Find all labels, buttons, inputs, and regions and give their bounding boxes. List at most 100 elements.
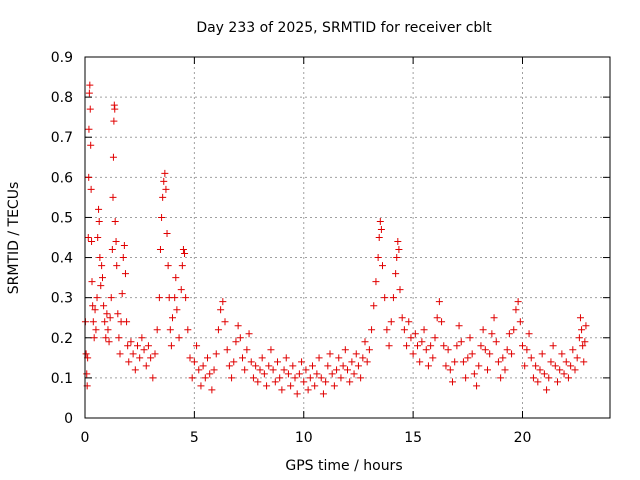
data-point bbox=[328, 370, 336, 378]
data-points bbox=[81, 81, 590, 398]
data-point bbox=[102, 334, 110, 342]
data-point bbox=[459, 358, 467, 366]
data-point bbox=[245, 330, 253, 338]
data-point bbox=[265, 362, 273, 370]
data-point bbox=[276, 374, 284, 382]
data-point bbox=[85, 125, 93, 133]
data-point bbox=[88, 238, 96, 246]
data-point bbox=[125, 358, 133, 366]
data-point bbox=[435, 298, 443, 306]
data-point bbox=[254, 378, 262, 386]
data-point bbox=[453, 342, 461, 350]
data-point bbox=[581, 338, 589, 346]
data-point bbox=[422, 346, 430, 354]
data-point bbox=[90, 334, 98, 342]
data-point bbox=[569, 346, 577, 354]
data-point bbox=[85, 89, 93, 97]
data-point bbox=[83, 370, 91, 378]
data-point bbox=[403, 342, 411, 350]
data-point bbox=[221, 318, 229, 326]
data-point bbox=[473, 382, 481, 390]
data-point bbox=[92, 326, 100, 334]
data-point bbox=[497, 374, 505, 382]
data-point bbox=[219, 298, 227, 306]
data-point bbox=[512, 306, 520, 314]
data-point bbox=[479, 326, 487, 334]
data-point bbox=[188, 374, 196, 382]
data-point bbox=[427, 342, 435, 350]
data-point bbox=[335, 354, 343, 362]
data-point bbox=[416, 358, 424, 366]
data-point bbox=[147, 354, 155, 362]
data-point bbox=[201, 374, 209, 382]
data-point bbox=[488, 330, 496, 338]
data-point bbox=[400, 326, 408, 334]
data-point bbox=[538, 350, 546, 358]
data-point bbox=[433, 314, 441, 322]
data-point bbox=[99, 274, 106, 282]
data-point bbox=[86, 105, 94, 113]
data-point bbox=[86, 81, 94, 89]
data-point bbox=[116, 350, 124, 358]
data-point bbox=[123, 318, 131, 326]
data-point bbox=[580, 358, 588, 366]
data-point bbox=[107, 294, 115, 302]
data-point bbox=[324, 362, 332, 370]
data-point bbox=[228, 374, 236, 382]
data-point bbox=[470, 370, 478, 378]
data-point bbox=[462, 374, 470, 382]
data-point bbox=[112, 238, 120, 246]
data-point bbox=[311, 382, 319, 390]
data-point bbox=[199, 362, 207, 370]
data-point bbox=[111, 217, 119, 225]
data-point bbox=[115, 334, 123, 342]
data-point bbox=[374, 254, 382, 262]
data-point bbox=[109, 193, 117, 201]
data-point bbox=[124, 342, 132, 350]
data-point bbox=[525, 330, 533, 338]
data-point bbox=[282, 354, 290, 362]
data-point bbox=[249, 374, 257, 382]
data-point bbox=[481, 346, 489, 354]
data-point bbox=[424, 362, 432, 370]
data-point bbox=[558, 350, 566, 358]
data-point bbox=[153, 326, 161, 334]
data-point bbox=[206, 370, 214, 378]
data-point bbox=[106, 314, 114, 322]
data-point bbox=[241, 366, 249, 374]
data-point bbox=[274, 358, 281, 366]
data-point bbox=[89, 318, 97, 326]
data-point bbox=[278, 386, 286, 394]
data-point bbox=[381, 294, 389, 302]
data-point bbox=[256, 366, 264, 374]
data-point bbox=[103, 310, 111, 318]
data-point bbox=[368, 326, 376, 334]
data-point bbox=[104, 326, 112, 334]
data-point bbox=[309, 362, 316, 370]
data-point bbox=[475, 362, 483, 370]
data-point bbox=[536, 366, 544, 374]
data-point bbox=[361, 338, 369, 346]
data-point bbox=[527, 354, 535, 362]
data-point bbox=[484, 366, 491, 374]
data-point bbox=[234, 322, 242, 330]
x-axis-label: GPS time / hours bbox=[285, 458, 402, 474]
x-tick-label: 0 bbox=[81, 430, 90, 446]
y-tick-label: 0.1 bbox=[51, 371, 73, 387]
data-point bbox=[567, 362, 575, 370]
data-point bbox=[82, 350, 90, 358]
data-point bbox=[96, 254, 104, 262]
data-point bbox=[348, 358, 356, 366]
data-point bbox=[549, 342, 557, 350]
data-point bbox=[230, 358, 238, 366]
data-point bbox=[138, 334, 146, 342]
data-point bbox=[284, 370, 292, 378]
data-point bbox=[134, 342, 141, 350]
y-tick-label: 0.6 bbox=[51, 170, 73, 186]
data-point bbox=[95, 217, 103, 225]
data-point bbox=[84, 234, 92, 241]
data-point bbox=[582, 322, 590, 330]
data-point bbox=[193, 342, 201, 350]
data-point bbox=[111, 105, 119, 113]
